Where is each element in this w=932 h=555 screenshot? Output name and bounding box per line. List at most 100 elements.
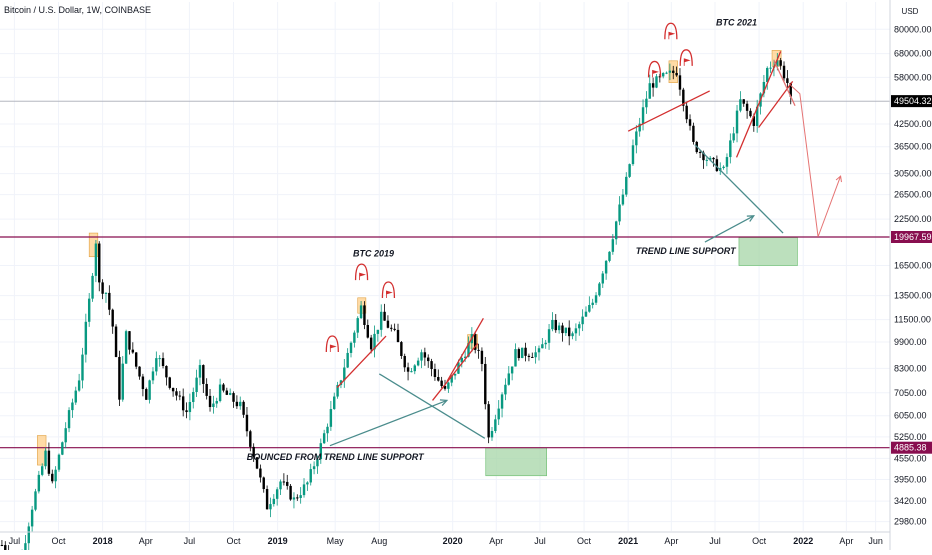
candle-body [645,98,648,108]
candle-body [356,318,359,333]
current-price-badge [891,95,932,108]
candle-body [228,393,232,395]
time-tick-label: Oct [51,536,66,546]
candle-body [101,282,104,294]
candle-body [235,401,239,407]
price-axis[interactable]: 80000.00 68000.00 58000.00 49504.32 42500.00… [889,0,932,550]
candle-body [547,329,551,343]
candle-body [467,343,470,357]
trend-line [694,144,784,234]
candle-body [316,459,319,467]
candle-body [735,110,739,134]
candle-body [286,481,289,486]
candle-body [702,152,705,161]
candle-body [742,99,745,104]
support-zone [485,447,547,477]
candle-body [232,393,235,402]
candle-body [665,72,668,74]
candle-body [406,367,410,372]
candle-body [215,401,218,404]
candle-body [161,358,165,366]
candle-body [739,99,742,111]
flag-icon [668,31,676,40]
top-arc [647,60,662,78]
candle-body [128,331,131,350]
candle-body [487,404,490,438]
candle-body [91,275,94,299]
candle-body [504,384,507,395]
candle-body [749,110,752,117]
projection-path [790,84,842,237]
candle-body [396,329,400,343]
candle-body [98,243,101,283]
arrow-shaft [704,215,755,243]
candle-body [145,389,148,400]
candle-body [494,419,497,431]
candle-body [349,342,353,353]
candle-body [698,152,702,154]
time-tick-label: Apr [839,536,853,546]
candle-body [71,402,74,411]
arrow-shaft [329,399,448,447]
candle-body [192,391,195,403]
candle-body [57,454,61,470]
flag-icon [329,344,337,352]
candle-body [299,495,302,498]
candle-body [601,273,604,284]
time-tick-label: Oct [227,536,242,546]
candle-body [292,497,296,500]
candles [0,53,792,555]
candle-body [480,350,484,364]
top-arc [664,22,678,40]
time-tick-label: Jul [709,536,721,546]
candle-body [581,316,584,325]
candle-body [118,356,121,400]
candle-body [333,396,336,410]
candle-body [403,355,406,368]
candle-body [255,457,259,469]
candle-body [400,342,403,356]
candle-body [239,401,242,407]
top-arc [381,281,396,299]
candle-body [252,446,255,458]
candle-body [222,384,225,391]
candle-body [202,365,205,384]
support-level-badge [891,441,932,454]
candle-body [413,365,416,372]
top-arc [679,49,693,66]
candle-body [61,442,64,455]
time-axis[interactable]: Jul Oct 2018 Apr Jul Oct 2019 May Aug 2020 Apr Jul O… [0,531,890,546]
price-tick-label: 4550.00 [894,453,927,463]
candle-body [541,344,544,349]
candle-body [178,395,182,397]
flag-icon [652,69,659,78]
candle-body [557,325,561,331]
candle-body [564,327,568,334]
candle-body [242,401,245,415]
time-tick-label: 2022 [793,536,813,546]
time-tick-label: Apr [664,536,678,546]
chart-title: Bitcoin / U.S. Dollar, 1W, COINBASE [4,5,151,15]
flag-icon [386,290,393,299]
candle-body [437,376,440,381]
currency-label: USD [902,7,919,16]
candle-body [571,333,574,337]
candle-body [732,133,735,141]
candle-body [359,305,363,319]
price-tick-label: 8300.00 [894,363,927,373]
support-level-label: 4885.38 [894,443,927,453]
candle-body [114,326,118,357]
price-tick-label: 42500.00 [894,119,932,129]
candle-body [769,67,772,69]
candle-body [648,83,651,99]
top-arc [354,263,369,281]
price-tick-label: 7050.00 [894,388,927,398]
candle-body [631,145,635,165]
candle-body [420,352,423,361]
trend-line [336,335,387,389]
candle-body [205,383,208,396]
candle-body [658,76,662,78]
candle-body [181,396,185,411]
